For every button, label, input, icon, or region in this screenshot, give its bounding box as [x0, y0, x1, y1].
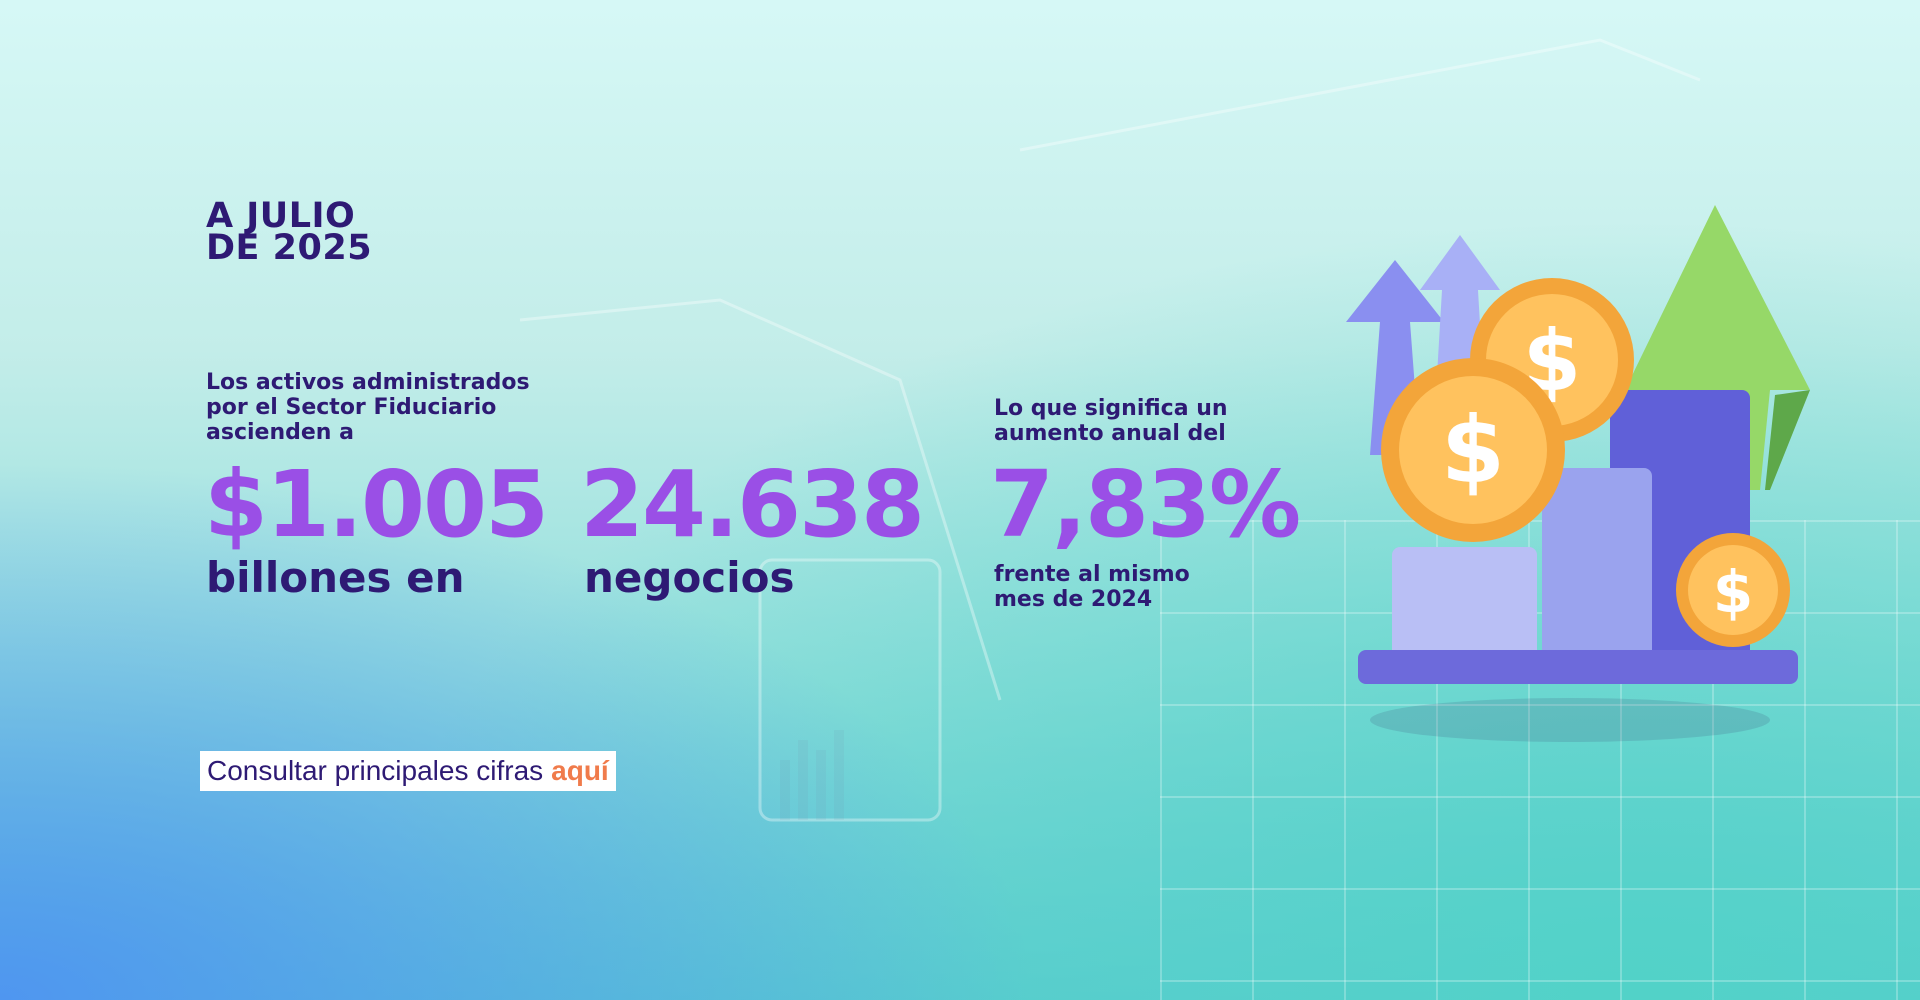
chart-base — [1358, 650, 1798, 684]
coin-front: $ — [1381, 358, 1565, 542]
growth-lead: Lo que significa un aumento anual del — [994, 396, 1228, 446]
big-green-arrow-side — [1765, 390, 1810, 490]
principal-figures-link[interactable]: Consultar principales cifras aquí — [200, 751, 616, 791]
growth-value: 7,83% — [990, 451, 1301, 558]
growth-lead-line2: aumento anual del — [994, 421, 1226, 446]
bar-chart-coins-arrows-icon: $ $ $ — [1346, 205, 1810, 742]
business-value: 24.638 — [580, 451, 925, 558]
growth-lead-line1: Lo que significa un — [994, 396, 1228, 421]
coin-small-dollar: $ — [1713, 558, 1753, 626]
cta-text: Consultar principales cifras — [207, 755, 544, 786]
assets-lead: Los activos administrados por el Sector … — [206, 370, 530, 445]
coin-front-dollar: $ — [1441, 397, 1505, 504]
cta-link-here[interactable]: aquí — [551, 755, 609, 786]
date-heading-line1: A JULIO — [206, 196, 356, 236]
assets-lead-line2: por el Sector Fiduciario — [206, 395, 497, 420]
assets-unit: billones en — [206, 553, 465, 602]
growth-note-line1: frente al mismo — [994, 562, 1190, 587]
date-heading: A JULIO DE 2025 — [206, 196, 466, 268]
assets-value: $1.005 — [204, 451, 549, 558]
assets-lead-line3: ascienden a — [206, 420, 354, 445]
bar-short — [1392, 547, 1537, 662]
coin-small: $ — [1676, 533, 1790, 647]
business-unit: negocios — [584, 553, 795, 602]
growth-note-line2: mes de 2024 — [994, 587, 1153, 612]
assets-lead-line1: Los activos administrados — [206, 370, 530, 395]
growth-note: frente al mismo mes de 2024 — [994, 562, 1190, 612]
shadow — [1370, 698, 1770, 742]
date-heading-line2: DE 2025 — [206, 228, 373, 268]
small-arrow-left — [1346, 260, 1444, 455]
bar-medium — [1542, 468, 1652, 660]
